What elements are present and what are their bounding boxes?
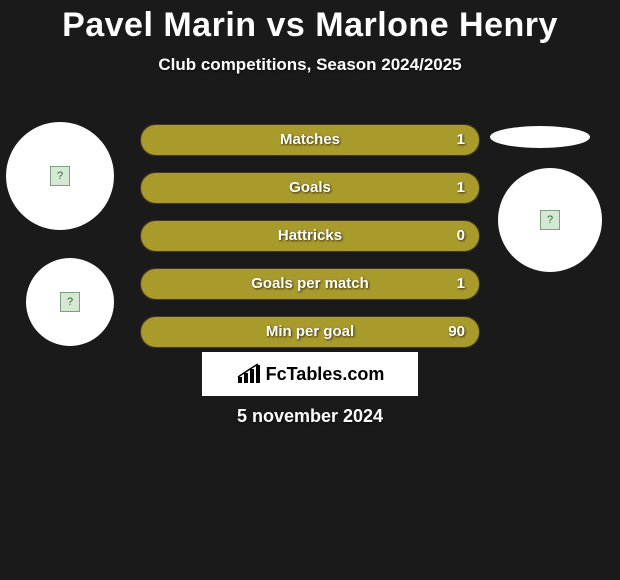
stat-value: 0	[457, 221, 465, 251]
stat-value: 1	[457, 125, 465, 155]
page-title: Pavel Marin vs Marlone Henry	[0, 0, 620, 45]
stat-label: Min per goal	[141, 317, 479, 347]
player-left-avatar: ?	[6, 122, 114, 230]
stat-row: Goals per match 1	[140, 268, 480, 300]
brand-badge: FcTables.com	[202, 352, 418, 396]
player-left-club-avatar: ?	[26, 258, 114, 346]
bar-chart-icon	[236, 363, 262, 385]
stat-row: Matches 1	[140, 124, 480, 156]
stat-label: Hattricks	[141, 221, 479, 251]
stat-label: Goals per match	[141, 269, 479, 299]
stat-value: 1	[457, 173, 465, 203]
stats-container: Matches 1 Goals 1 Hattricks 0 Goals per …	[140, 124, 480, 364]
stat-row: Min per goal 90	[140, 316, 480, 348]
date-label: 5 november 2024	[0, 406, 620, 427]
decorative-ellipse	[490, 126, 590, 148]
stat-label: Matches	[141, 125, 479, 155]
player-right-avatar: ?	[498, 168, 602, 272]
brand-text: FcTables.com	[266, 364, 385, 385]
stat-row: Hattricks 0	[140, 220, 480, 252]
page-subtitle: Club competitions, Season 2024/2025	[0, 55, 620, 75]
broken-image-icon: ?	[540, 210, 560, 230]
stat-value: 90	[448, 317, 465, 347]
broken-image-icon: ?	[50, 166, 70, 186]
stat-label: Goals	[141, 173, 479, 203]
comparison-card: Pavel Marin vs Marlone Henry Club compet…	[0, 0, 620, 580]
broken-image-icon: ?	[60, 292, 80, 312]
stat-row: Goals 1	[140, 172, 480, 204]
stat-value: 1	[457, 269, 465, 299]
